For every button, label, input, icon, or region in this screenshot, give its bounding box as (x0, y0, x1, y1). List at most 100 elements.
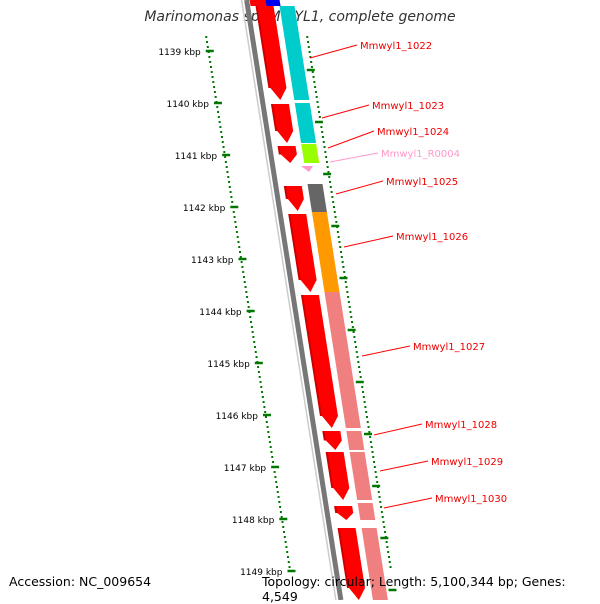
axis-dot (213, 91, 216, 93)
axis-dot (270, 451, 273, 453)
axis-dot (231, 201, 234, 203)
axis-dot (206, 46, 209, 48)
axis-dot (275, 481, 278, 483)
axis-dot (230, 196, 233, 198)
axis-dot-inner (374, 471, 377, 473)
axis-dot-inner (325, 161, 328, 163)
axis-dot (274, 476, 277, 478)
cog-bar-cyan-1 (279, 6, 310, 100)
gene-label: Mmwyl1_1026 (396, 232, 468, 243)
axis-dot-inner (380, 506, 383, 508)
axis-dot (238, 246, 241, 248)
axis-dot-inner (322, 141, 325, 143)
cds-arrow-8 (327, 452, 350, 500)
axis-dot (284, 541, 287, 543)
axis-dot-inner (358, 366, 361, 368)
axis-dot-inner (327, 171, 330, 173)
kbp-tick-label: 1146 kbp (216, 412, 259, 422)
axis-dot (271, 456, 274, 458)
axis-dot-inner (351, 326, 354, 328)
axis-dot (206, 41, 209, 43)
gene-label: Mmwyl1_1025 (386, 177, 458, 188)
axis-dot (224, 156, 227, 158)
axis-dot (273, 471, 276, 473)
axis-dot-inner (362, 396, 365, 398)
axis-dot (234, 221, 237, 223)
label-layer: Mmwyl1_1022 Mmwyl1_1023 Mmwyl1_1024 Mmwyl1_… (309, 41, 507, 509)
axis-dot-inner (372, 456, 375, 458)
axis-dot (245, 291, 248, 293)
axis-dot-inner (387, 556, 390, 558)
axis-dot-inner (358, 371, 361, 373)
axis-dot-inner (321, 131, 324, 133)
axis-dot (286, 556, 289, 558)
axis-dot (214, 96, 217, 98)
axis-dot (251, 331, 254, 333)
gene-label: Mmwyl1_1029 (431, 457, 503, 468)
axis-dot-inner (389, 566, 392, 568)
axis-dot-inner (318, 111, 321, 113)
cog-bar-pink-2 (346, 431, 365, 450)
axis-dot (269, 446, 272, 448)
axis-dot (282, 526, 285, 528)
axis-dot-inner (387, 551, 390, 553)
axis-dot-inner (351, 321, 354, 323)
axis-dot-inner (381, 516, 384, 518)
leader-line (329, 152, 379, 163)
axis-dot (237, 241, 240, 243)
kbp-tick-label: 1141 kbp (175, 152, 218, 162)
leader-line (343, 235, 394, 248)
gene-label: Mmwyl1_1022 (360, 41, 432, 52)
axis-dot (286, 551, 289, 553)
cds-arrow-1 (256, 0, 287, 100)
axis-dot (279, 506, 282, 508)
axis-dot (277, 496, 280, 498)
axis-dot (275, 486, 278, 488)
axis-dot (210, 71, 213, 73)
cds-arrow-7 (324, 431, 342, 450)
axis-dot (268, 441, 271, 443)
axis-dot-inner (363, 401, 366, 403)
axis-dot-inner (346, 291, 349, 293)
backbone-line (244, 0, 344, 600)
axis-dot (228, 186, 231, 188)
axis-dot (258, 376, 261, 378)
feature-layer (249, 0, 388, 600)
cog-bar-green (301, 144, 320, 163)
axis-dot (246, 296, 249, 298)
axis-dot (254, 351, 257, 353)
kbp-tick-label: 1144 kbp (199, 308, 242, 318)
axis-dot-inner (343, 271, 346, 273)
axis-dot-inner (313, 81, 316, 83)
axis-dot-inner (321, 136, 324, 138)
axis-dot (235, 226, 238, 228)
axis-dot-inner (388, 561, 391, 563)
leader-line (361, 345, 411, 357)
kbp-tick-label: 1149 kbp (240, 568, 283, 578)
axis-dot-inner (307, 46, 310, 48)
axis-dot (261, 396, 264, 398)
axis-dot-inner (340, 251, 343, 253)
axis-dot-inner (332, 206, 335, 208)
cds-top-stub (249, 0, 261, 6)
axis-dot (232, 211, 235, 213)
cds-arrow-2 (272, 104, 294, 143)
axis-dot-inner (332, 201, 335, 203)
axis-dot (211, 76, 214, 78)
axis-dot (257, 366, 260, 368)
axis-dot-inner (349, 311, 352, 313)
axis-dot-inner (341, 261, 344, 263)
axis-dot-inner (373, 461, 376, 463)
axis-dot-inner (329, 186, 332, 188)
axis-dot (246, 301, 249, 303)
axis-dot-inner (309, 56, 312, 58)
axis-dot (244, 286, 247, 288)
axis-dot (239, 256, 242, 258)
axis-dot (227, 176, 230, 178)
axis-dot (283, 536, 286, 538)
map-title: Marinomonas sp. MWYL1, complete genome (144, 9, 456, 25)
axis-dot (228, 181, 231, 183)
axis-dot-inner (347, 301, 350, 303)
axis-dot (229, 191, 232, 193)
